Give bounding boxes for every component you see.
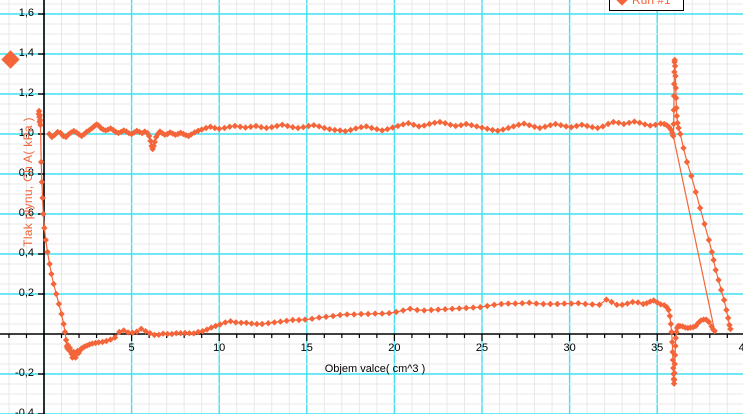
x-tick-label: 15 [300, 342, 313, 354]
y-tick-label: 1,4 [18, 47, 34, 59]
x-axis-title: Objem valce( cm^3 ) [324, 363, 426, 375]
y-tick-label: 1,6 [18, 7, 34, 19]
legend-label-run-1: Run #1 [632, 0, 671, 7]
x-tick-label: 40 [738, 342, 743, 354]
y-tick-label: 1,0 [18, 127, 34, 139]
x-tick-label: 10 [213, 342, 226, 354]
y-tick-label: -0,2 [15, 367, 34, 379]
x-tick-label: 35 [651, 342, 664, 354]
y-tick-label: 1,2 [18, 87, 34, 99]
y-tick-label: 0,2 [18, 287, 34, 299]
x-tick-label: 5 [128, 342, 135, 354]
x-tick-label: 30 [563, 342, 576, 354]
legend-diamond-icon [616, 0, 628, 6]
x-tick-label: 25 [475, 342, 489, 354]
x-tick-label: 20 [388, 342, 401, 354]
y-tick-label: 0,4 [18, 247, 34, 259]
legend-box[interactable]: Run #1 [609, 0, 684, 11]
y-tick-label: -0,4 [15, 407, 34, 414]
y-tick-label: 0,6 [18, 207, 34, 219]
y-axis-title: Tlak plynu, Ch A( kPa ) [21, 117, 35, 247]
y-tick-label: 0,8 [18, 167, 34, 179]
